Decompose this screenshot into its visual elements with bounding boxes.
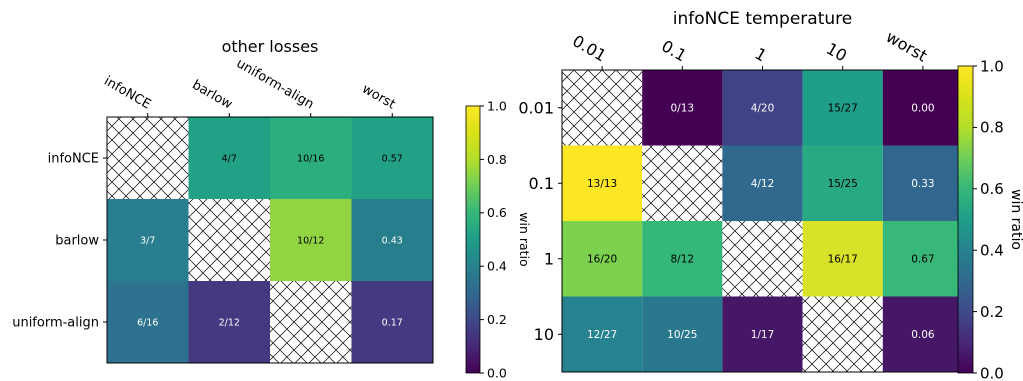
heatmap-cell <box>882 145 963 221</box>
colorbar-label: win ratio <box>517 212 532 266</box>
heatmap-cell <box>722 296 803 372</box>
colorbar-tick-label: 0.0 <box>980 364 1004 381</box>
heatmap-cell <box>351 117 433 199</box>
cell-label: 4/12 <box>751 178 775 190</box>
heatmap-cell <box>722 145 803 221</box>
heatmap-cell <box>882 70 963 146</box>
y-tick-label: 0.01 <box>518 98 554 117</box>
cell-label: 3/7 <box>140 235 155 246</box>
cell-label: 0/13 <box>671 102 695 114</box>
heatmap-cell <box>270 199 352 281</box>
colorbar-tick-label: 1.0 <box>980 57 1004 75</box>
cell-label: 0.17 <box>382 317 403 328</box>
heatmap-cell <box>351 281 433 363</box>
colorbar-tick-label: 0.2 <box>980 303 1004 321</box>
y-tick-label: 10 <box>534 325 554 344</box>
heatmap-cell <box>642 221 723 297</box>
colorbar-infonce-temperature: 0.0 0.2 0.4 0.6 0.8 1.0 win ratio <box>957 57 1023 381</box>
hatched-cell <box>562 70 643 146</box>
heatmap-cell <box>802 145 883 221</box>
colorbar-tick-label: 0.4 <box>487 259 507 274</box>
hatched-cell <box>270 281 352 363</box>
cell-label: 2/12 <box>219 317 240 328</box>
cell-label: 8/12 <box>671 253 695 265</box>
x-tick-label: infoNCE <box>101 74 153 113</box>
heatmap-cell <box>562 296 643 372</box>
heatmap-infonce-temperature: infoNCE temperature 0/13 4/20 15/27 0.00 13/1… <box>518 9 964 373</box>
x-tick-label: uniform-align <box>234 56 317 112</box>
heatmap-cell <box>107 281 189 363</box>
cell-label: 15/27 <box>828 102 858 114</box>
cell-label: 10/16 <box>297 153 324 164</box>
y-tick-label: barlow <box>55 234 99 249</box>
chart-title: other losses <box>222 37 319 56</box>
heatmap-cell <box>107 199 189 281</box>
x-tick-label: 1 <box>752 44 770 66</box>
hatched-cell <box>188 199 270 281</box>
y-tick-label: infoNCE <box>48 152 99 167</box>
cell-label: 12/27 <box>587 329 617 341</box>
heatmap-cell <box>802 70 883 146</box>
colorbar-tick-label: 0.4 <box>980 241 1004 259</box>
colorbar-tick-label: 0.2 <box>487 312 507 327</box>
x-tick-label: 0.01 <box>569 31 609 65</box>
colorbar-tick-label: 0.6 <box>980 180 1004 198</box>
heatmap-cell <box>351 199 433 281</box>
cell-label: 0.57 <box>382 153 403 164</box>
cell-label: 10/25 <box>667 329 697 341</box>
heatmap-cell <box>270 117 352 199</box>
heatmap-other-losses: other losses 4/7 10/16 0.57 3/7 10/12 0.43 6/16… <box>12 37 434 364</box>
x-tick-label: worst <box>359 82 398 113</box>
cell-label: 0.33 <box>911 178 934 190</box>
colorbar-tick-label: 0.8 <box>980 119 1004 137</box>
colorbar-tick-label: 1.0 <box>487 98 507 113</box>
y-tick-label: 0.1 <box>529 174 554 193</box>
hatched-cell <box>722 221 803 297</box>
heatmap-cell <box>722 70 803 146</box>
colorbar-tick-label: 0.8 <box>487 152 507 167</box>
colorbar-gradient <box>957 65 974 374</box>
cell-label: 10/12 <box>297 235 324 246</box>
cell-label: 4/20 <box>751 102 775 114</box>
cell-label: 13/13 <box>587 178 617 190</box>
colorbar-label: win ratio <box>1008 189 1023 250</box>
heatmap-cell <box>642 70 723 146</box>
x-tick-label: worst <box>883 27 931 65</box>
colorbar-tick-label: 0.0 <box>487 365 507 380</box>
heatmap-cell <box>188 281 270 363</box>
heatmap-cell <box>562 221 643 297</box>
hatched-cell <box>802 296 883 372</box>
y-tick-label: 1 <box>544 249 554 268</box>
colorbar-other-losses: 0.0 0.2 0.4 0.6 0.8 1.0 win ratio <box>465 98 532 380</box>
cell-label: 6/16 <box>137 317 158 328</box>
colorbar-gradient <box>465 105 481 374</box>
cell-label: 0.00 <box>911 102 934 114</box>
x-tick-label: barlow <box>189 78 235 113</box>
hatched-cell <box>107 117 189 199</box>
cell-label: 0.06 <box>911 329 935 341</box>
cell-label: 15/25 <box>828 178 858 190</box>
heatmap-cell <box>882 221 963 297</box>
cell-label: 0.43 <box>382 235 403 246</box>
cell-label: 16/17 <box>828 253 858 265</box>
cell-label: 1/17 <box>751 329 775 341</box>
cell-label: 16/20 <box>587 253 617 265</box>
heatmap-cell <box>802 221 883 297</box>
heatmap-cell <box>882 296 963 372</box>
x-tick-label: 10 <box>823 39 850 66</box>
heatmap-cell <box>188 117 270 199</box>
cell-label: 4/7 <box>222 153 237 164</box>
heatmap-cell <box>642 296 723 372</box>
hatched-cell <box>642 145 723 221</box>
cell-label: 0.67 <box>911 253 934 265</box>
colorbar-tick-label: 0.6 <box>487 205 507 220</box>
heatmap-cell <box>562 145 643 221</box>
chart-title: infoNCE temperature <box>673 9 852 29</box>
x-tick-label: 0.1 <box>658 36 690 65</box>
y-tick-label: uniform-align <box>12 316 99 331</box>
